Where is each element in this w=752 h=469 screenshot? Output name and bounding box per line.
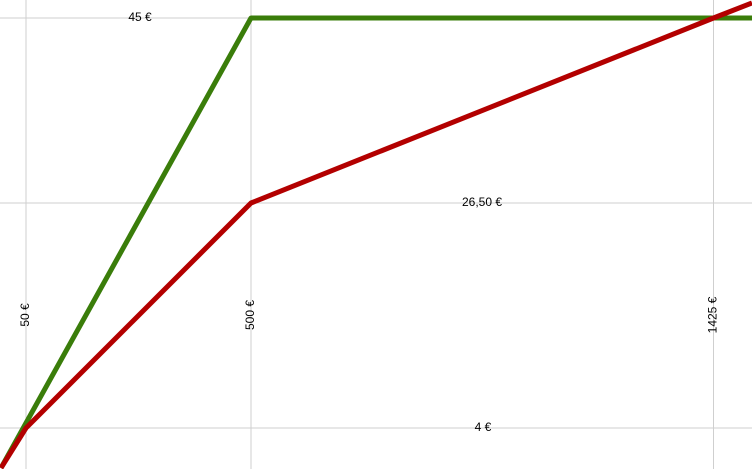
- x-tick-label: 50 €: [18, 303, 32, 327]
- y-tick-label: 4 €: [475, 420, 492, 434]
- y-tick-label: 45 €: [128, 10, 152, 24]
- data-line: [0, 15, 752, 469]
- y-tick-label: 26,50 €: [462, 195, 502, 209]
- x-tick-label: 1425 €: [706, 296, 720, 333]
- x-tick-label: 500 €: [243, 300, 257, 330]
